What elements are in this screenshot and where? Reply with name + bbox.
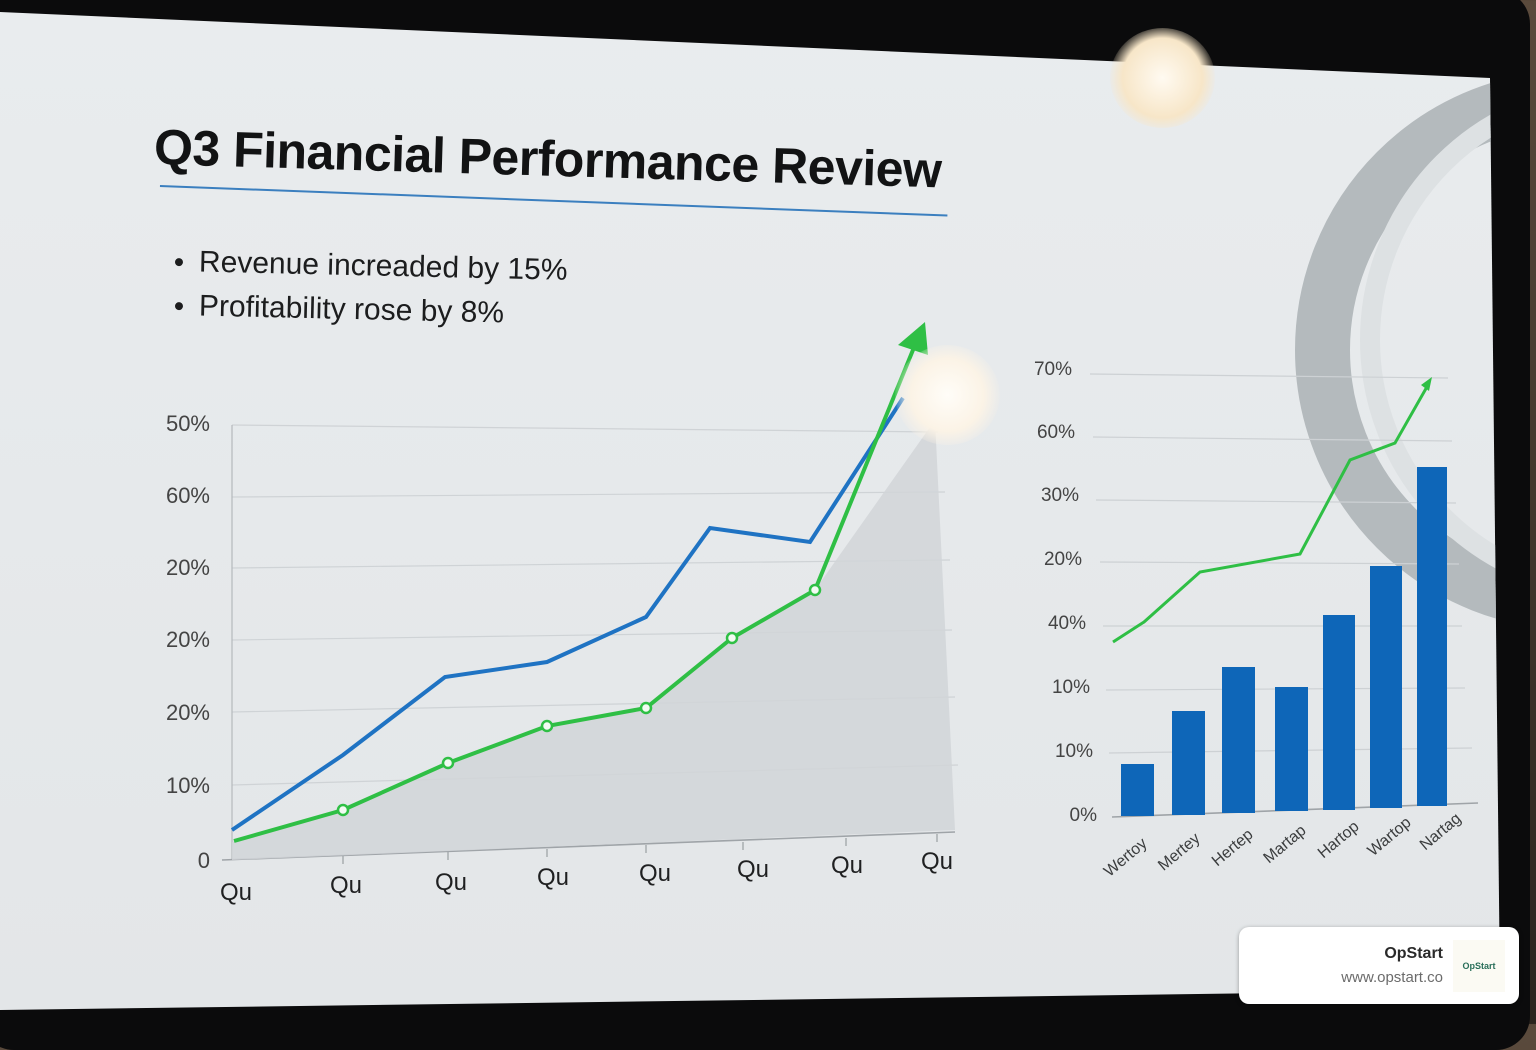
y-tick-label: 20% (1044, 549, 1082, 570)
y-tick-label: 0% (1070, 805, 1098, 826)
x-tick-label: Wertoy (1101, 835, 1151, 880)
line-chart: 0 10% 20% 20% 20% 60% 50% (166, 322, 1479, 906)
revenue-line (230, 396, 905, 832)
y-tick-label: 40% (1048, 613, 1086, 634)
line-chart-x-axis: Qu Qu Qu Qu Qu Qu Qu Qu (220, 848, 953, 906)
bar (1222, 667, 1255, 813)
bar (1370, 566, 1402, 808)
bars (1121, 467, 1447, 816)
y-tick-label: 10% (1055, 741, 1093, 762)
data-point-markers (336, 583, 822, 817)
x-tick-label: Wartop (1365, 814, 1415, 860)
x-tick-label: Qu (921, 848, 953, 875)
x-tick-label: Martap (1260, 822, 1309, 867)
y-tick-label: 0 (198, 848, 210, 873)
watermark-text: OpStart www.opstart.co (1341, 945, 1443, 986)
bar (1275, 687, 1308, 811)
watermark-url[interactable]: www.opstart.co (1341, 969, 1443, 986)
y-tick-label: 60% (166, 483, 210, 508)
profitability-line (233, 344, 917, 843)
bar (1121, 764, 1154, 816)
y-tick-label: 60% (1037, 422, 1075, 443)
bar (1417, 467, 1447, 806)
y-tick-label: 20% (166, 627, 210, 652)
opstart-logo-icon: OpStart (1453, 939, 1505, 992)
shaded-area (232, 420, 955, 860)
bar (1172, 711, 1205, 815)
x-tick-label: Qu (639, 860, 671, 887)
x-tick-label: Hertep (1209, 826, 1257, 870)
bar-chart-x-axis: Wertoy Mertey Hertep Martap Hartop Warto… (1101, 810, 1465, 880)
y-tick-label: 50% (166, 411, 210, 436)
x-tick-label: Qu (435, 869, 467, 896)
x-tick-label: Qu (220, 879, 252, 906)
x-tick-label: Hartop (1315, 818, 1363, 862)
x-tick-label: Nartag (1417, 810, 1465, 854)
x-tick-label: Mertey (1155, 830, 1203, 874)
watermark-name: OpStart (1384, 945, 1443, 962)
y-tick-label: 70% (1034, 359, 1072, 380)
y-tick-label: 30% (1041, 485, 1079, 506)
y-tick-label: 20% (166, 555, 210, 580)
bar (1323, 615, 1355, 810)
y-tick-label: 10% (1052, 677, 1090, 698)
x-tick-label: Qu (537, 864, 569, 891)
line-chart-y-axis: 0 10% 20% 20% 20% 60% 50% (166, 411, 210, 873)
watermark-card[interactable]: OpStart www.opstart.co OpStart (1239, 927, 1519, 1004)
bar-chart-y-axis: 0% 10% 10% 40% 20% 30% 60% 70% (1034, 359, 1097, 826)
slide-screen: Q3 Financial Performance Review Revenue … (0, 12, 1500, 1010)
y-tick-label: 20% (166, 700, 210, 725)
x-tick-label: Qu (737, 856, 769, 883)
arrow-head-icon (1421, 377, 1432, 391)
x-tick-label: Qu (330, 872, 362, 899)
x-ticks (342, 834, 938, 864)
trend-line (1112, 384, 1430, 644)
x-tick-label: Qu (831, 852, 863, 879)
y-tick-label: 10% (166, 773, 210, 798)
